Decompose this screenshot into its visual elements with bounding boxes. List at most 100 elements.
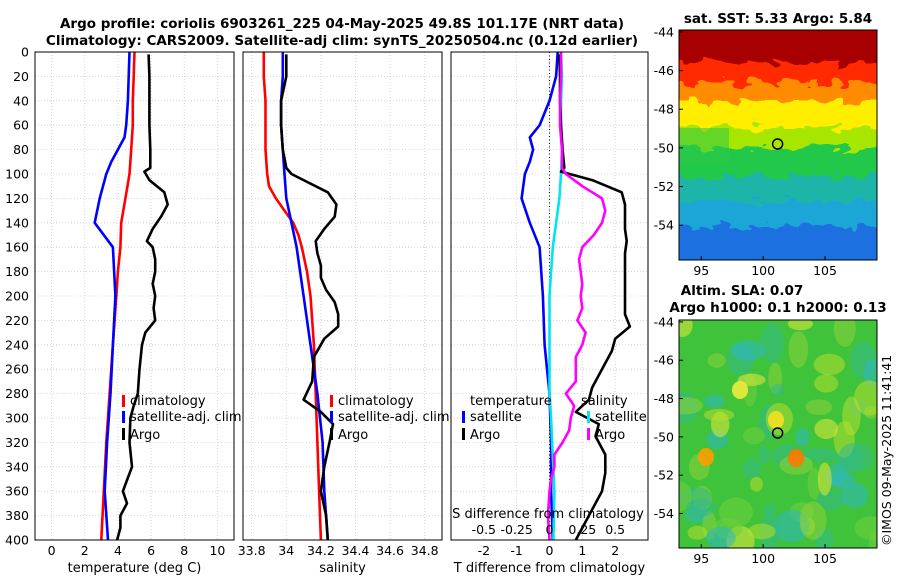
sla-field-patch — [686, 499, 716, 517]
sla-field-patch — [817, 462, 832, 496]
sst-map-frame — [678, 29, 878, 261]
s-diff-tick-label: 0 — [546, 522, 554, 537]
sst-map-title: sat. SST: 5.33 Argo: 5.84 — [684, 11, 872, 27]
y-tick-label: 260 — [5, 362, 29, 377]
sla-field-patch — [731, 339, 766, 361]
sla-field-patch — [705, 526, 736, 548]
sla-field-patch — [853, 380, 877, 416]
sla-anomaly-patch — [788, 449, 804, 467]
x-axis-label: salinity — [319, 561, 366, 576]
y-tick-label: 20 — [13, 69, 29, 84]
x-tick-label: 2 — [611, 543, 619, 558]
x-tick-label: -1 — [510, 543, 522, 558]
series-line-argo — [115, 54, 169, 541]
legend-label-satellite: satellite-adj. clim — [130, 410, 242, 425]
legend-mark-satellite — [122, 411, 125, 423]
map-y-tick-label: -48 — [654, 102, 674, 117]
sla-argo-location-marker — [771, 427, 784, 439]
map-x-tick-label: 100 — [751, 551, 775, 566]
sla-field-patch — [757, 446, 771, 464]
sst-map-panel: sat. SST: 5.33 Argo: 5.84 95 100 105 -44 -46… — [654, 11, 878, 278]
x-tick-label: 1 — [578, 543, 586, 558]
s-diff-tick-label: 0.25 — [568, 522, 596, 537]
sla-field-patch — [799, 501, 827, 540]
sst-band-red — [679, 62, 877, 84]
x-tick-label: 0 — [546, 543, 554, 558]
s-diff-tick-label: -0.25 — [500, 522, 532, 537]
map-y-tick-label: -44 — [654, 314, 674, 329]
y-tick-label: 400 — [5, 533, 29, 548]
y-tick-label: 280 — [5, 386, 29, 401]
legend-label-argo: Argo — [130, 428, 160, 443]
temperature-panel: 0 2 4 6 8 10 temperature (deg C) 0 20 40 60 80 100 12… — [5, 45, 235, 576]
s-diff-tick-label: 0.5 — [605, 522, 625, 537]
y-tick-label: 380 — [5, 508, 29, 523]
s-difference-axis: S difference from climatology -0.5 -0.25 0… — [452, 507, 644, 537]
y-tick-label: 0 — [21, 45, 29, 60]
salinity-panel: 33.8 34 34.2 34.4 34.6 34.8 salinity — [238, 51, 443, 576]
map-x-tick-label: 105 — [813, 263, 837, 278]
sla-field-patch — [830, 471, 856, 490]
difference-legend: temperature satellite Argo salinity sate… — [462, 394, 647, 443]
sla-field-patch — [788, 331, 809, 368]
sla-field-patch — [795, 427, 810, 447]
sla-map-subtitle: Argo h1000: 0.1 h2000: 0.13 — [669, 300, 886, 316]
x-tick-label: 34.2 — [307, 543, 335, 558]
s-diff-tick-label: -0.5 — [472, 522, 496, 537]
sla-field-patch — [842, 396, 861, 436]
sla-field-patch — [742, 427, 765, 445]
sla-field-patch — [707, 353, 726, 368]
legend-label-s-satellite: satellite — [595, 410, 647, 425]
series-line-satellite-adj-clim — [93, 51, 131, 541]
sla-field-patch — [813, 353, 846, 376]
y-tick-label: 180 — [5, 264, 29, 279]
sla-field-patch — [805, 399, 833, 415]
y-tick-label: 120 — [5, 191, 29, 206]
plot-frame — [34, 51, 235, 541]
sla-field-patch — [679, 397, 703, 415]
sla-field-patch — [747, 523, 776, 540]
legend-mark-argo — [122, 428, 125, 440]
sla-field-patch — [787, 320, 814, 331]
map-y-tick-label: -54 — [654, 218, 674, 233]
x-tick-label: 8 — [180, 543, 188, 558]
map-y-tick-label: -52 — [654, 179, 674, 194]
x-tick-label: 34.6 — [376, 543, 404, 558]
y-tick-label: 40 — [13, 93, 29, 108]
series-line-s-argo — [546, 52, 607, 541]
x-tick-label: 10 — [209, 543, 225, 558]
sla-field-patch — [814, 374, 839, 393]
x-tick-label: 4 — [114, 543, 122, 558]
sla-anomaly-patch — [698, 448, 714, 466]
map-y-tick-label: -50 — [654, 140, 674, 155]
y-tick-label: 320 — [5, 435, 29, 450]
sla-field-patch — [770, 383, 785, 397]
map-y-tick-label: -46 — [654, 353, 674, 368]
sst-band-cyan — [679, 202, 877, 230]
y-tick-label: 360 — [5, 484, 29, 499]
sla-field-patch — [703, 408, 735, 422]
y-tick-label: 200 — [5, 289, 29, 304]
sla-anomaly-patch — [768, 411, 784, 429]
legend-label-t-satellite: satellite — [470, 410, 522, 425]
sla-field-patch — [801, 447, 837, 462]
series-line-climatology — [262, 52, 323, 541]
legend-mark-satellite — [330, 411, 333, 423]
salinity-legend: climatology satellite-adj. clim Argo — [330, 394, 450, 443]
legend-label-climatology: climatology — [130, 394, 206, 409]
map-y-tick-label: -52 — [654, 468, 674, 483]
x-tick-label: 6 — [147, 543, 155, 558]
y-tick-label: 160 — [5, 240, 29, 255]
figure-title-line1: Argo profile: coriolis 6903261_225 04-Ma… — [60, 16, 624, 32]
y-tick-label: 80 — [13, 142, 29, 157]
sla-field-patch — [687, 525, 708, 540]
y-tick-label: 300 — [5, 411, 29, 426]
legend-label-t-argo: Argo — [470, 428, 500, 443]
map-y-tick-label: -44 — [654, 24, 674, 39]
sst-band-yellow — [679, 102, 877, 132]
map-x-tick-label: 105 — [813, 551, 837, 566]
legend-label-argo: Argo — [338, 428, 368, 443]
x-tick-label: 34.4 — [342, 543, 370, 558]
sla-field-patch — [868, 530, 877, 548]
map-y-tick-label: -48 — [654, 391, 674, 406]
